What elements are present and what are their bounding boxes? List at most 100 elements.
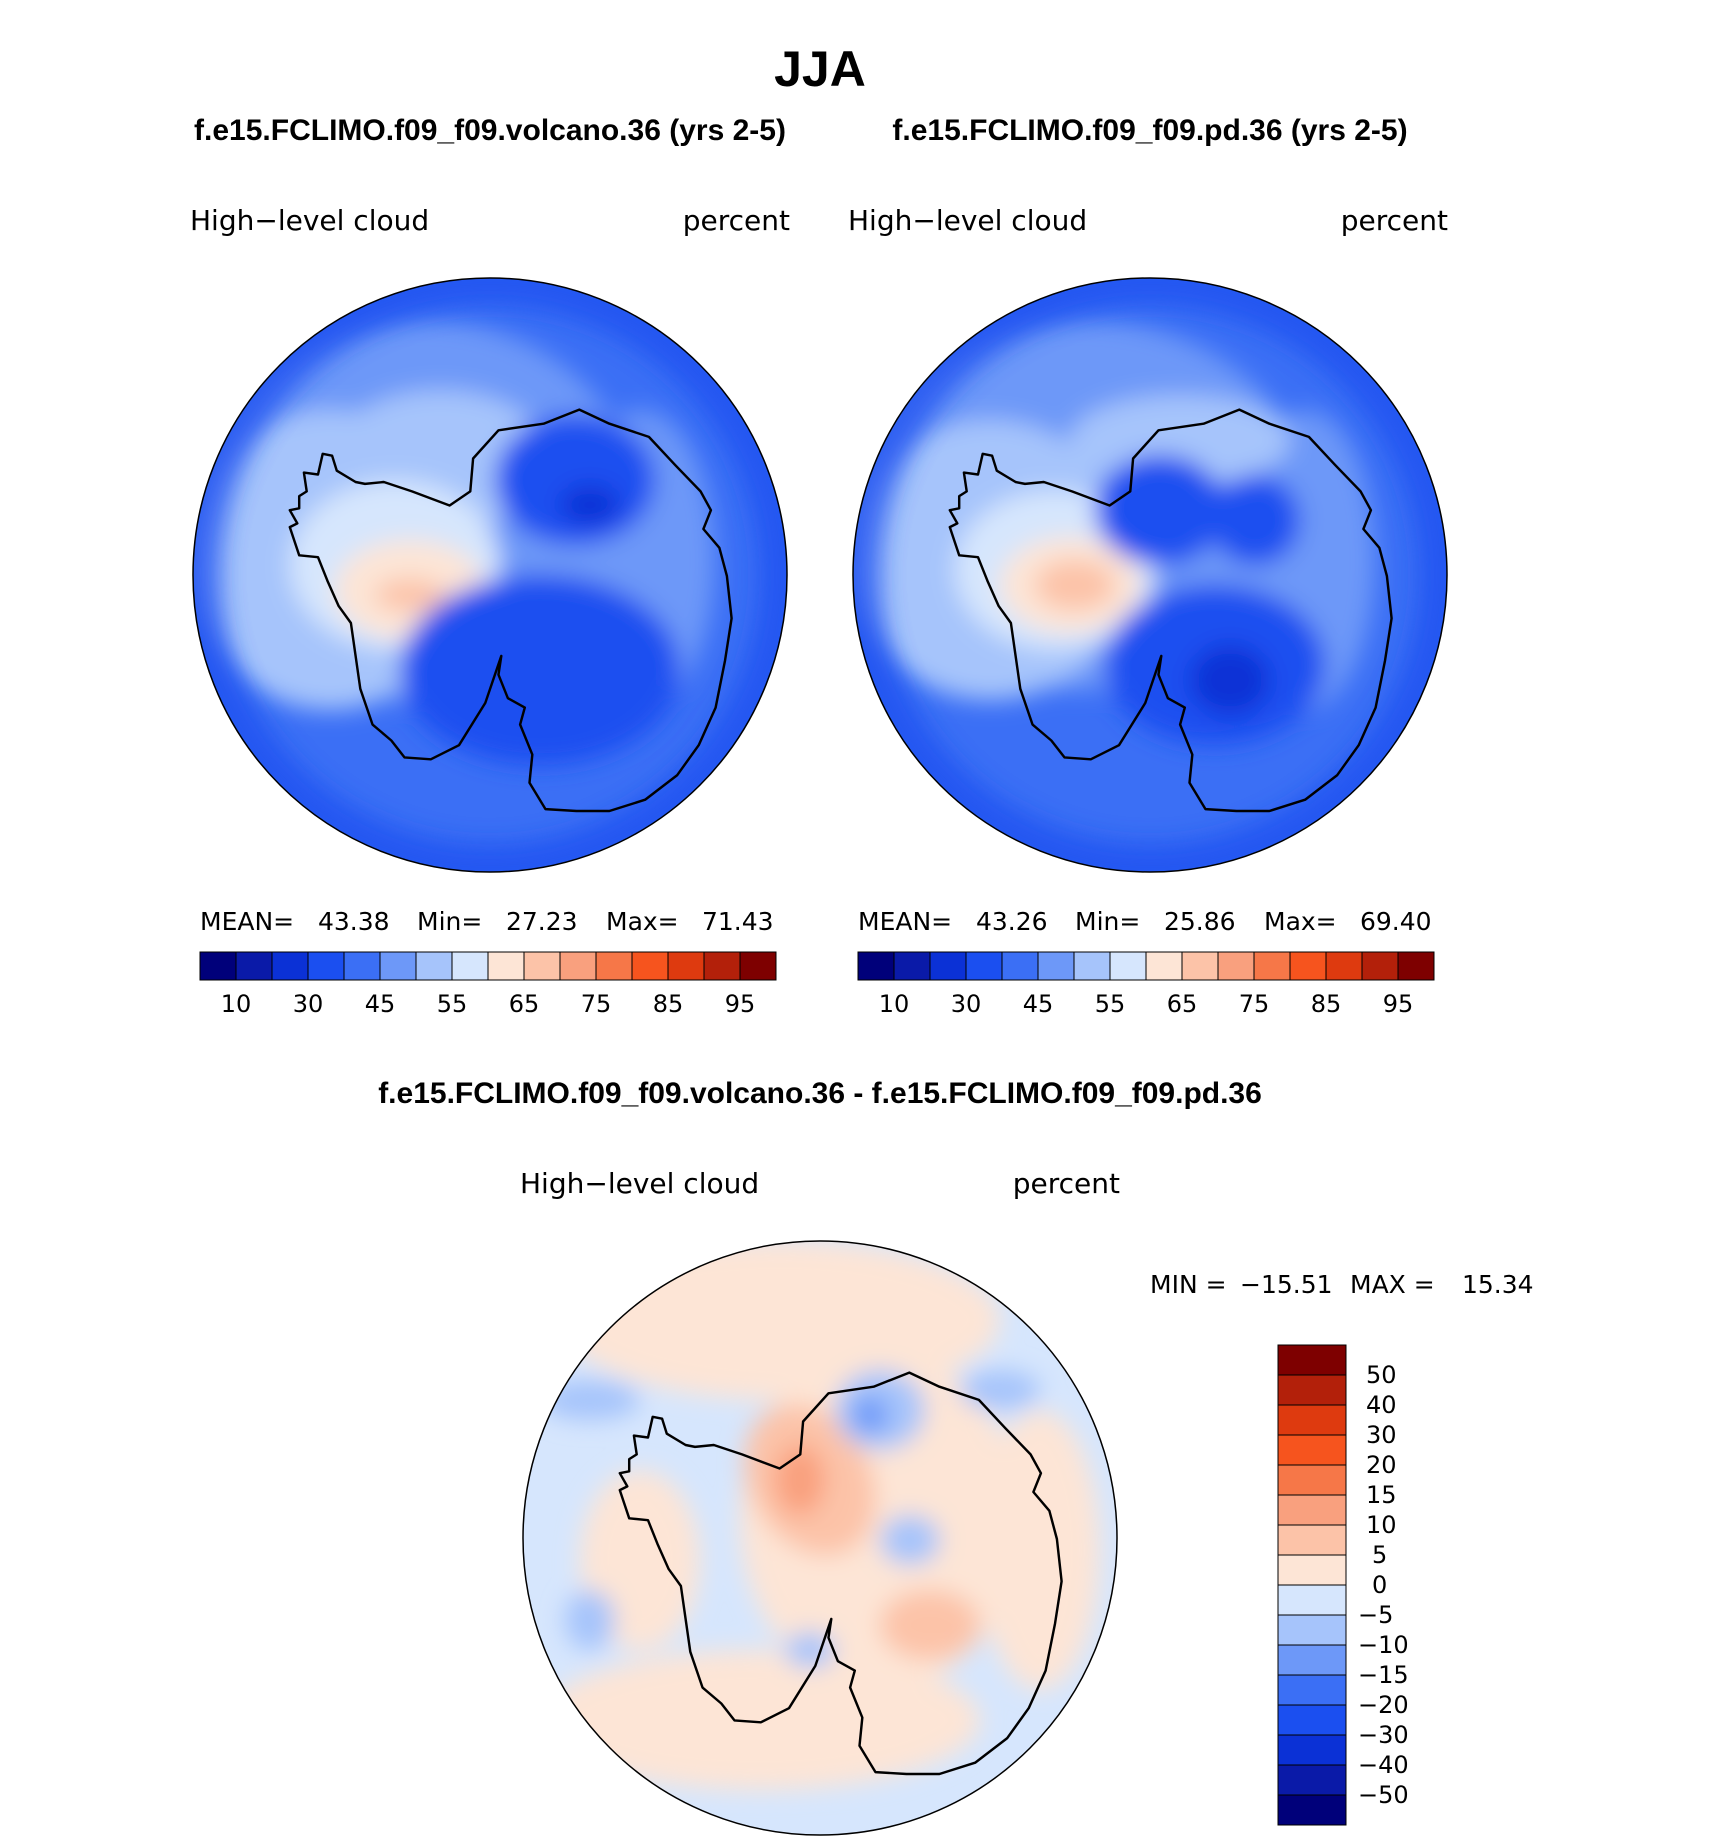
stat-max-label: MAX = [1350, 1270, 1435, 1299]
colorbar-swatch [1277, 1344, 1347, 1376]
stat-max-label: Max= [1264, 907, 1337, 936]
colorbar-swatch [1277, 1494, 1347, 1526]
colorbar-tick: 65 [509, 990, 540, 1018]
colorbar-swatch [1277, 1764, 1347, 1796]
units-label: percent [1341, 204, 1448, 237]
cloud-band [400, 575, 680, 765]
colorbar-tick: 50 [1366, 1361, 1397, 1389]
colorbar-ticks: 10 30 45 55 65 75 85 95 [879, 990, 1414, 1018]
colorbar-swatch [1289, 951, 1327, 981]
colorbar-tick: 40 [1366, 1391, 1397, 1419]
anomaly-patch [980, 1410, 1100, 1690]
stat-max-value: 71.43 [702, 907, 774, 936]
cloud-band [1190, 645, 1270, 715]
panel-pd: f.e15.FCLIMO.f09_f09.pd.36 (yrs 2-5) Hig… [848, 114, 1448, 1018]
stat-min-value: 27.23 [506, 907, 578, 936]
colorbar-swatch [1277, 1554, 1347, 1586]
colorbar-tick: 95 [1383, 990, 1414, 1018]
stat-max-value: 15.34 [1462, 1270, 1534, 1299]
field-label: High−level cloud [190, 204, 429, 237]
colorbar-swatch [929, 951, 967, 981]
colorbar-tick: 10 [879, 990, 910, 1018]
colorbar-swatch [1277, 1704, 1347, 1736]
colorbar-swatch [1181, 951, 1219, 981]
colorbar-swatch [1277, 1464, 1347, 1496]
colorbar-tick: 55 [437, 990, 468, 1018]
map-border [192, 277, 788, 873]
colorbar-tick: −50 [1358, 1781, 1409, 1809]
colorbar-tick: 85 [1311, 990, 1342, 1018]
units-label: percent [683, 204, 790, 237]
colorbar-swatch [559, 951, 597, 981]
polar-map [523, 1241, 1117, 1835]
colorbar-swatch [1277, 1404, 1347, 1436]
colorbar-swatch [1217, 951, 1255, 981]
colorbar-swatch [343, 951, 381, 981]
colorbar-swatch [1277, 1374, 1347, 1406]
colorbar-tick: −30 [1358, 1721, 1409, 1749]
units-label: percent [1013, 1167, 1120, 1200]
colorbar-tick: 75 [581, 990, 612, 1018]
colorbar-tick: 45 [365, 990, 396, 1018]
colorbar-tick: 30 [293, 990, 324, 1018]
colorbar-swatch [1277, 1524, 1347, 1556]
colorbar-swatch [667, 951, 705, 981]
anomaly-patch [880, 1590, 980, 1660]
colorbar-tick: 95 [725, 990, 756, 1018]
anomaly-patch [540, 1650, 980, 1790]
figure-title: JJA [774, 41, 866, 97]
colorbar-swatch [1277, 1614, 1347, 1646]
colorbar-swatch [379, 951, 417, 981]
colorbar-tick: 45 [1023, 990, 1054, 1018]
colorbar-swatch [415, 951, 453, 981]
stat-min-label: Min= [417, 907, 482, 936]
colorbar [857, 951, 1435, 981]
stat-max-label: Max= [606, 907, 679, 936]
stat-mean-label: MEAN= [200, 907, 294, 936]
colorbar-tick: −10 [1358, 1631, 1409, 1659]
stat-mean-value: 43.26 [976, 907, 1048, 936]
colorbar-swatch [1277, 1794, 1347, 1826]
colorbar-swatch [631, 951, 669, 981]
stat-mean-label: MEAN= [858, 907, 952, 936]
colorbar-swatch [1073, 951, 1111, 981]
colorbar-swatch [199, 951, 237, 981]
colorbar [1277, 1344, 1347, 1826]
colorbar-swatch [1361, 951, 1399, 981]
anomaly-patch [880, 1515, 940, 1565]
cloud-band [375, 579, 445, 611]
colorbar-tick: 5 [1372, 1541, 1387, 1569]
colorbar-swatch [739, 951, 777, 981]
colorbar-tick: 65 [1167, 990, 1198, 1018]
polar-map [193, 278, 787, 872]
stat-mean-value: 43.38 [318, 907, 390, 936]
colorbar-swatch [1001, 951, 1039, 981]
cloud-band [495, 415, 655, 545]
anomaly-patch [565, 1590, 615, 1650]
stat-min-value: −15.51 [1240, 1270, 1333, 1299]
stat-min-label: Min= [1075, 907, 1140, 936]
colorbar-swatch [271, 951, 309, 981]
panel-volcano: f.e15.FCLIMO.f09_f09.volcano.36 (yrs 2-5… [190, 114, 790, 1018]
colorbar-tick: 30 [1366, 1421, 1397, 1449]
colorbar-tick: 85 [653, 990, 684, 1018]
colorbar-swatch [235, 951, 273, 981]
cloud-band [1095, 455, 1225, 565]
colorbar-swatch [1325, 951, 1363, 981]
colorbar-swatch [1397, 951, 1435, 981]
colorbar-swatch [523, 951, 561, 981]
colorbar-ticks: 10 30 45 55 65 75 85 95 [221, 990, 756, 1018]
colorbar-swatch [1109, 951, 1147, 981]
colorbar-tick: 75 [1239, 990, 1270, 1018]
colorbar-tick: −40 [1358, 1751, 1409, 1779]
colorbar-swatch [1277, 1734, 1347, 1766]
colorbar-swatch [703, 951, 741, 981]
map-border [852, 277, 1448, 873]
colorbar-swatch [857, 951, 895, 981]
colorbar-tick: 10 [221, 990, 252, 1018]
anomaly-patch [960, 1370, 1040, 1410]
colorbar-ticks: 50 40 30 20 15 10 5 0 −5 −10 −15 −20 −30… [1358, 1361, 1409, 1809]
colorbar-swatch [451, 951, 489, 981]
colorbar-tick: 15 [1366, 1481, 1397, 1509]
colorbar-swatch [1277, 1644, 1347, 1676]
